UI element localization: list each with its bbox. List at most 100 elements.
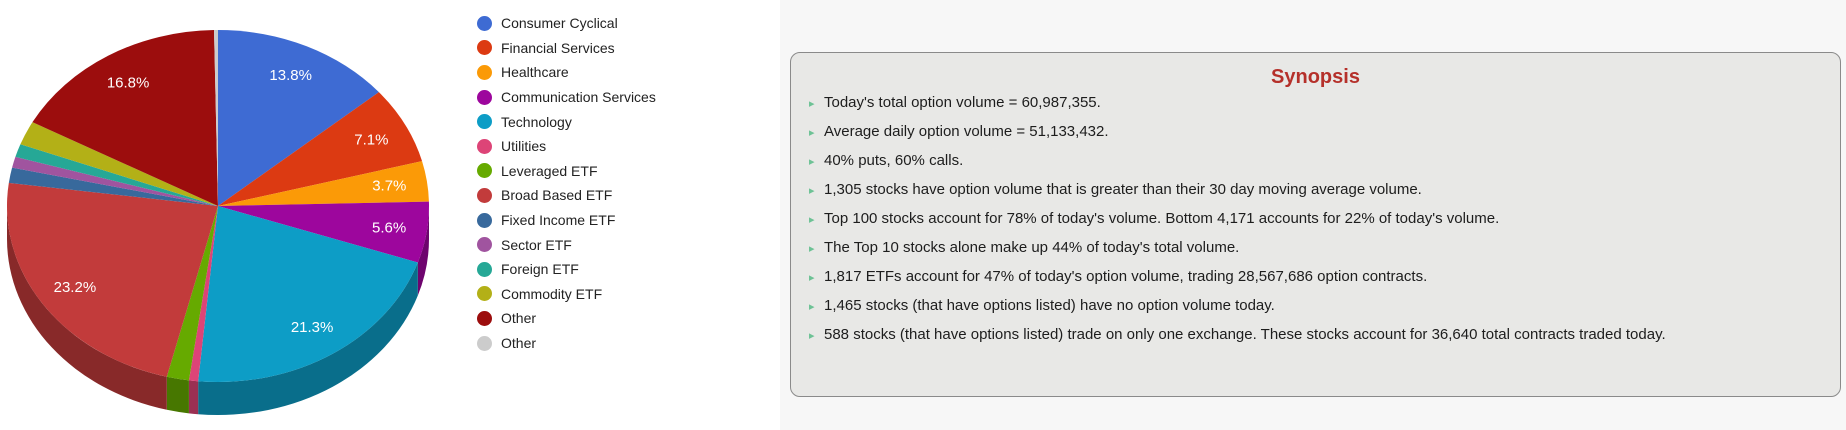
synopsis-item: ▸ The Top 10 stocks alone make up 44% of … [809, 234, 1828, 263]
bullet-arrow-icon: ▸ [809, 301, 815, 313]
synopsis-item: ▸ 40% puts, 60% calls. [809, 147, 1828, 176]
pie-slice-label: 3.7% [372, 178, 406, 195]
legend-item[interactable]: Foreign ETF [477, 257, 656, 282]
legend-item[interactable]: Sector ETF [477, 232, 656, 257]
bullet-arrow-icon: ▸ [809, 127, 815, 139]
legend-color-swatch-icon [477, 187, 492, 203]
pie-slice-label: 13.8% [269, 67, 312, 84]
synopsis-item-text: 1,817 ETFs account for 47% of today's op… [824, 268, 1428, 285]
synopsis-item: ▸ Top 100 stocks account for 78% of today… [809, 205, 1828, 234]
legend-item[interactable]: Other [477, 306, 656, 331]
bullet-arrow-icon: ▸ [809, 272, 815, 284]
legend-item[interactable]: Broad Based ETF [477, 183, 656, 208]
legend-label: Fixed Income ETF [501, 212, 616, 229]
synopsis-panel: Synopsis ▸ Today's total option volume = … [790, 52, 1841, 397]
legend-item[interactable]: Other [477, 331, 656, 356]
legend-color-swatch-icon [477, 286, 492, 302]
bullet-arrow-icon: ▸ [809, 156, 815, 168]
synopsis-item-text: Average daily option volume = 51,133,432… [824, 123, 1109, 140]
pie-slice[interactable]: Utilities [188, 206, 218, 382]
legend-item[interactable]: Healthcare [477, 60, 656, 85]
legend-color-swatch-icon [477, 163, 492, 179]
pie-slice[interactable]: Consumer Cyclical [218, 30, 379, 206]
bullet-arrow-icon: ▸ [809, 185, 815, 197]
synopsis-item-text: 40% puts, 60% calls. [824, 152, 964, 169]
pie-slice[interactable]: Other [214, 29, 218, 206]
pie-slice-label: 5.6% [372, 220, 406, 237]
synopsis-item: ▸ 1,817 ETFs account for 47% of today's o… [809, 263, 1828, 292]
legend-label: Healthcare [501, 64, 569, 81]
synopsis-item: ▸ Average daily option volume = 51,133,43… [809, 118, 1828, 147]
pie-slice-label: 21.3% [291, 319, 334, 336]
chart-legend: Consumer Cyclical Financial Services Healt… [477, 11, 656, 355]
synopsis-item-text: The Top 10 stocks alone make up 44% of t… [824, 239, 1240, 256]
pie-slice[interactable]: Sector ETF [12, 156, 218, 206]
legend-item[interactable]: Leveraged ETF [477, 159, 656, 184]
pie-slice-rim [417, 206, 429, 296]
pie-slice[interactable]: Fixed Income ETF [8, 167, 218, 206]
pie-slice-rim [188, 380, 199, 415]
pie-slice[interactable]: Foreign ETF [15, 144, 218, 206]
legend-item[interactable]: Commodity ETF [477, 282, 656, 307]
bullet-arrow-icon: ▸ [809, 243, 815, 255]
legend-color-swatch-icon [477, 114, 492, 130]
synopsis-region: Synopsis ▸ Today's total option volume = … [780, 0, 1846, 430]
pie-slice-rim [198, 262, 418, 416]
pie-slice[interactable]: Other [32, 30, 219, 207]
legend-label: Foreign ETF [501, 261, 579, 278]
synopsis-item: ▸ 1,465 stocks (that have options listed)… [809, 292, 1828, 321]
legend-color-swatch-icon [477, 261, 492, 277]
pie-slice[interactable]: Communication Services [218, 201, 429, 263]
legend-label: Other [501, 335, 537, 352]
bullet-arrow-icon: ▸ [809, 330, 815, 342]
legend-color-swatch-icon [477, 335, 492, 351]
legend-color-swatch-icon [477, 15, 492, 31]
pie-slice[interactable]: Broad Based ETF [6, 182, 218, 377]
synopsis-item: ▸ 1,305 stocks have option volume that is… [809, 176, 1828, 205]
legend-label: Other [501, 310, 537, 327]
pie-slice[interactable]: Healthcare [218, 161, 429, 206]
legend-item[interactable]: Financial Services [477, 36, 656, 61]
synopsis-list: ▸ Today's total option volume = 60,987,35… [791, 89, 1840, 350]
pie-slice[interactable]: Leveraged ETF [166, 206, 218, 381]
legend-label: Commodity ETF [501, 285, 603, 302]
legend-color-swatch-icon [477, 40, 492, 56]
legend-item[interactable]: Communication Services [477, 85, 656, 110]
legend-color-swatch-icon [477, 64, 492, 80]
legend-label: Consumer Cyclical [501, 15, 618, 32]
synopsis-item: ▸ 588 stocks (that have options listed) t… [809, 321, 1828, 350]
legend-item[interactable]: Technology [477, 109, 656, 134]
synopsis-item-text: 1,305 stocks have option volume that is … [824, 181, 1422, 198]
legend-color-swatch-icon [477, 310, 492, 326]
legend-label: Leveraged ETF [501, 162, 598, 179]
legend-color-swatch-icon [477, 237, 492, 253]
synopsis-item-text: 588 stocks (that have options listed) tr… [824, 326, 1666, 343]
legend-color-swatch-icon [477, 89, 492, 105]
legend-label: Technology [501, 113, 572, 130]
bullet-arrow-icon: ▸ [809, 98, 815, 110]
synopsis-item: ▸ Today's total option volume = 60,987,35… [809, 89, 1828, 118]
pie-slice-label: 7.1% [354, 131, 388, 148]
pie-slice-rim [166, 376, 189, 414]
legend-label: Communication Services [501, 89, 656, 106]
legend-item[interactable]: Utilities [477, 134, 656, 159]
synopsis-item-text: Top 100 stocks account for 78% of today'… [824, 210, 1500, 227]
synopsis-item-text: Today's total option volume = 60,987,355… [824, 94, 1101, 111]
pie-slice[interactable]: Financial Services [218, 92, 423, 206]
legend-item[interactable]: Fixed Income ETF [477, 208, 656, 233]
legend-item[interactable]: Consumer Cyclical [477, 11, 656, 36]
pie-slice[interactable]: Technology [198, 206, 418, 383]
pie-slice-label: 23.2% [54, 279, 97, 296]
legend-label: Sector ETF [501, 236, 572, 253]
pie-slice-label: 16.8% [107, 75, 150, 92]
pie-slice-rim [7, 206, 167, 410]
legend-color-swatch-icon [477, 212, 492, 228]
bullet-arrow-icon: ▸ [809, 214, 815, 226]
legend-label: Utilities [501, 138, 547, 155]
pie-slice[interactable]: Commodity ETF [20, 122, 218, 206]
synopsis-title: Synopsis [1271, 66, 1360, 88]
legend-color-swatch-icon [477, 138, 492, 154]
